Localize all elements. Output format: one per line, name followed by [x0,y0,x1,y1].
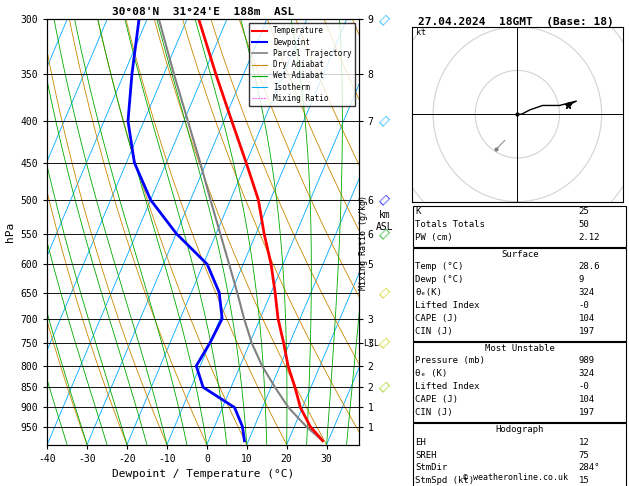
Text: Hodograph: Hodograph [496,425,544,434]
Text: Temp (°C): Temp (°C) [415,262,464,272]
Text: 197: 197 [579,408,595,417]
Text: -0: -0 [579,301,589,310]
Text: 75: 75 [579,451,589,460]
Text: -0: -0 [579,382,589,391]
Text: ⋙: ⋙ [377,382,389,393]
Text: 324: 324 [579,288,595,297]
Text: Dewp (°C): Dewp (°C) [415,276,464,284]
Text: Pressure (mb): Pressure (mb) [415,357,485,365]
Text: Totals Totals: Totals Totals [415,220,485,229]
Text: 28.6: 28.6 [579,262,600,272]
Text: 989: 989 [579,357,595,365]
X-axis label: Dewpoint / Temperature (°C): Dewpoint / Temperature (°C) [112,469,294,479]
Text: kt: kt [416,29,426,37]
Legend: Temperature, Dewpoint, Parcel Trajectory, Dry Adiabat, Wet Adiabat, Isotherm, Mi: Temperature, Dewpoint, Parcel Trajectory… [248,23,355,106]
Y-axis label: hPa: hPa [5,222,15,242]
Text: CAPE (J): CAPE (J) [415,395,458,404]
Text: ⋙: ⋙ [377,115,389,127]
Text: 2.12: 2.12 [579,233,600,242]
Text: © weatheronline.co.uk: © weatheronline.co.uk [464,473,568,482]
Text: 25: 25 [579,207,589,216]
Text: Lifted Index: Lifted Index [415,382,480,391]
Text: 104: 104 [579,314,595,323]
Text: 15: 15 [579,476,589,486]
Text: 284°: 284° [579,464,600,472]
Title: 30°08'N  31°24'E  188m  ASL: 30°08'N 31°24'E 188m ASL [112,7,294,17]
Text: ⋙: ⋙ [377,287,389,298]
Text: Surface: Surface [501,250,538,259]
Text: ⋙: ⋙ [377,194,389,206]
Text: ⋙: ⋙ [377,14,389,25]
Text: CIN (J): CIN (J) [415,327,453,336]
Text: 9: 9 [579,276,584,284]
Text: 197: 197 [579,327,595,336]
Text: Lifted Index: Lifted Index [415,301,480,310]
Text: 104: 104 [579,395,595,404]
Text: 324: 324 [579,369,595,379]
Text: StmDir: StmDir [415,464,447,472]
Text: 12: 12 [579,438,589,447]
Text: 27.04.2024  18GMT  (Base: 18): 27.04.2024 18GMT (Base: 18) [418,17,614,27]
Text: LCL: LCL [359,339,379,347]
Text: StmSpd (kt): StmSpd (kt) [415,476,474,486]
Text: PW (cm): PW (cm) [415,233,453,242]
Text: Most Unstable: Most Unstable [485,344,555,353]
Text: ⋙: ⋙ [377,337,389,349]
Text: Mixing Ratio (g/kg): Mixing Ratio (g/kg) [359,195,368,291]
Text: CIN (J): CIN (J) [415,408,453,417]
Text: θₑ (K): θₑ (K) [415,369,447,379]
Text: ⋙: ⋙ [377,227,389,240]
Text: θₑ(K): θₑ(K) [415,288,442,297]
Text: EH: EH [415,438,426,447]
Text: SREH: SREH [415,451,437,460]
Text: CAPE (J): CAPE (J) [415,314,458,323]
Y-axis label: km
ASL: km ASL [376,210,393,232]
Text: 50: 50 [579,220,589,229]
Text: K: K [415,207,421,216]
